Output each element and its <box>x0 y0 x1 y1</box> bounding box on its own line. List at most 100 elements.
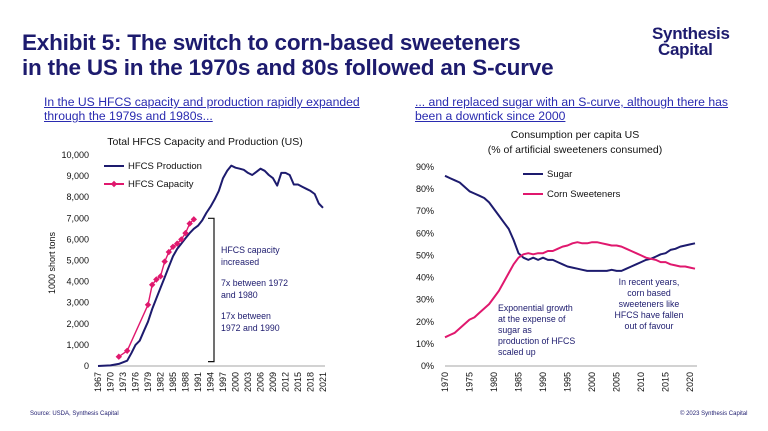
y-tick-label-0: 0 <box>84 361 89 371</box>
capacity-point-1985 <box>169 243 177 250</box>
capacity-bracket <box>208 217 215 363</box>
annotation-line-5: 17x between <box>221 311 271 321</box>
capacity-point-1986 <box>173 240 181 247</box>
left-chart-annotation: HFCS capacity increased 7x between 1972 and… <box>208 217 288 363</box>
annotation-recent-line-4: HFCS have fallen <box>615 310 684 320</box>
y-tick-label-5000: 5,000 <box>66 256 89 266</box>
y-tick-label-7000: 7,000 <box>66 213 89 223</box>
annotation-growth-line-1: Exponential growth <box>498 303 573 313</box>
y-tick-label-80: 80% <box>416 184 434 194</box>
title-line-1: Exhibit 5: The switch to corn-based swee… <box>22 30 521 55</box>
x-tick-label-1970: 1970 <box>440 372 450 392</box>
x-tick-label-1995: 1995 <box>563 372 573 392</box>
capacity-point-1990 <box>190 216 198 223</box>
capacity-point-1988 <box>182 229 189 237</box>
capacity-point-1972 <box>115 353 123 360</box>
annotation-recent-line-5: out of favour <box>625 321 674 331</box>
x-tick-label-1997: 1997 <box>218 372 228 392</box>
left-chart-title: Total HFCS Capacity and Production (US) <box>107 136 303 148</box>
capacity-point-1984 <box>165 248 173 256</box>
left-chart-y-axis-label: 1000 short tons <box>47 231 57 294</box>
x-tick-label-1967: 1967 <box>93 372 103 392</box>
x-tick-label-1979: 1979 <box>143 372 153 392</box>
x-tick-label-1990: 1990 <box>538 372 548 392</box>
y-tick-label-40: 40% <box>416 273 434 283</box>
x-tick-label-2006: 2006 <box>256 372 266 392</box>
logo-line-1: Synthesis <box>652 24 730 43</box>
y-tick-label-90: 90% <box>416 162 434 172</box>
y-tick-label-10: 10% <box>416 339 434 349</box>
x-tick-label-2003: 2003 <box>243 372 253 392</box>
y-tick-label-70: 70% <box>416 206 434 216</box>
legend-label-sugar: Sugar <box>547 169 572 180</box>
hfcs-capacity-production-chart: Total HFCS Capacity and Production (US) … <box>47 136 328 392</box>
x-tick-label-1994: 1994 <box>206 372 216 392</box>
x-tick-label-2015: 2015 <box>293 372 303 392</box>
x-tick-label-1988: 1988 <box>181 372 191 392</box>
x-tick-label-1985: 1985 <box>168 372 178 392</box>
subtitle-right: ... and replaced sugar with an S-curve, … <box>415 95 729 123</box>
annotation-growth-line-4: production of HFCS <box>498 336 575 346</box>
capacity-point-1989 <box>186 220 193 227</box>
x-tick-label-2000: 2000 <box>587 372 597 392</box>
y-tick-label-50: 50% <box>416 250 434 260</box>
legend-marker-hfcs-capacity <box>110 180 118 188</box>
annotation-line-6: 1972 and 1990 <box>221 323 280 333</box>
x-tick-label-2005: 2005 <box>612 372 622 392</box>
series-line-sugar <box>444 174 696 272</box>
x-tick-label-2010: 2010 <box>636 372 646 392</box>
annotation-growth-line-3: sugar as <box>498 325 532 335</box>
annotation-line-3: 7x between 1972 <box>221 278 288 288</box>
right-chart-title: Consumption per capita US <box>511 129 639 141</box>
legend-label-hfcs-production: HFCS Production <box>128 161 202 172</box>
annotation-recent-line-3: sweeteners like <box>619 299 680 309</box>
x-tick-label-2009: 2009 <box>268 372 278 392</box>
capacity-point-1983 <box>161 258 168 265</box>
annotation-line-1: HFCS capacity <box>221 245 280 255</box>
capacity-point-1987 <box>178 236 185 243</box>
capacity-point-1979 <box>144 301 152 309</box>
annotation-growth-line-2: at the expense of <box>498 314 566 324</box>
y-tick-label-20: 20% <box>416 317 434 327</box>
annotation-recent-line-2: corn based <box>627 288 671 298</box>
y-tick-label-2000: 2,000 <box>66 319 89 329</box>
x-tick-label-2012: 2012 <box>281 372 291 392</box>
y-tick-label-1000: 1,000 <box>66 340 89 350</box>
y-tick-label-60: 60% <box>416 228 434 238</box>
annotation-growth-line-5: scaled up <box>498 347 536 357</box>
capacity-point-1982 <box>157 273 164 280</box>
copyright-note: © 2023 Synthesis Capital <box>680 411 748 417</box>
left-chart-legend: HFCS Production HFCS Capacity <box>104 161 202 190</box>
x-tick-label-2000: 2000 <box>231 372 241 392</box>
x-tick-label-1973: 1973 <box>118 372 128 392</box>
x-tick-label-1985: 1985 <box>514 372 524 392</box>
title-line-2: in the US in the 1970s and 80s followed … <box>22 55 554 80</box>
x-tick-label-1991: 1991 <box>193 372 203 392</box>
series-line-corn-sweeteners <box>444 241 696 339</box>
legend-label-hfcs-capacity: HFCS Capacity <box>128 179 194 190</box>
logo-line-2: Capital <box>658 40 713 59</box>
x-tick-label-1975: 1975 <box>465 372 475 392</box>
x-tick-label-2021: 2021 <box>318 372 328 392</box>
x-tick-label-2015: 2015 <box>661 372 671 392</box>
source-note: Source: USDA, Synthesis Capital <box>30 411 119 417</box>
legend-label-corn-sweeteners: Corn Sweeteners <box>547 189 621 200</box>
y-tick-label-10000: 10,000 <box>61 150 89 160</box>
capacity-point-1974 <box>123 347 131 355</box>
y-tick-label-0: 0% <box>421 361 434 371</box>
x-tick-label-1982: 1982 <box>156 372 166 392</box>
x-tick-label-1970: 1970 <box>106 372 116 392</box>
annotation-line-4: and 1980 <box>221 290 258 300</box>
consumption-per-capita-chart: Consumption per capita US (% of artifici… <box>416 129 697 392</box>
x-tick-label-2020: 2020 <box>685 372 695 392</box>
y-tick-label-4000: 4,000 <box>66 277 89 287</box>
x-tick-label-1980: 1980 <box>489 372 499 392</box>
subtitle-left: In the US HFCS capacity and production r… <box>44 95 360 123</box>
annotation-line-2: increased <box>221 257 259 267</box>
y-tick-label-9000: 9,000 <box>66 171 89 181</box>
right-chart-subtitle: (% of artificial sweeteners consumed) <box>488 144 663 156</box>
y-tick-label-30: 30% <box>416 295 434 305</box>
logo-wordmark: Synthesis Capital <box>652 24 730 59</box>
capacity-point-1981 <box>153 276 160 283</box>
